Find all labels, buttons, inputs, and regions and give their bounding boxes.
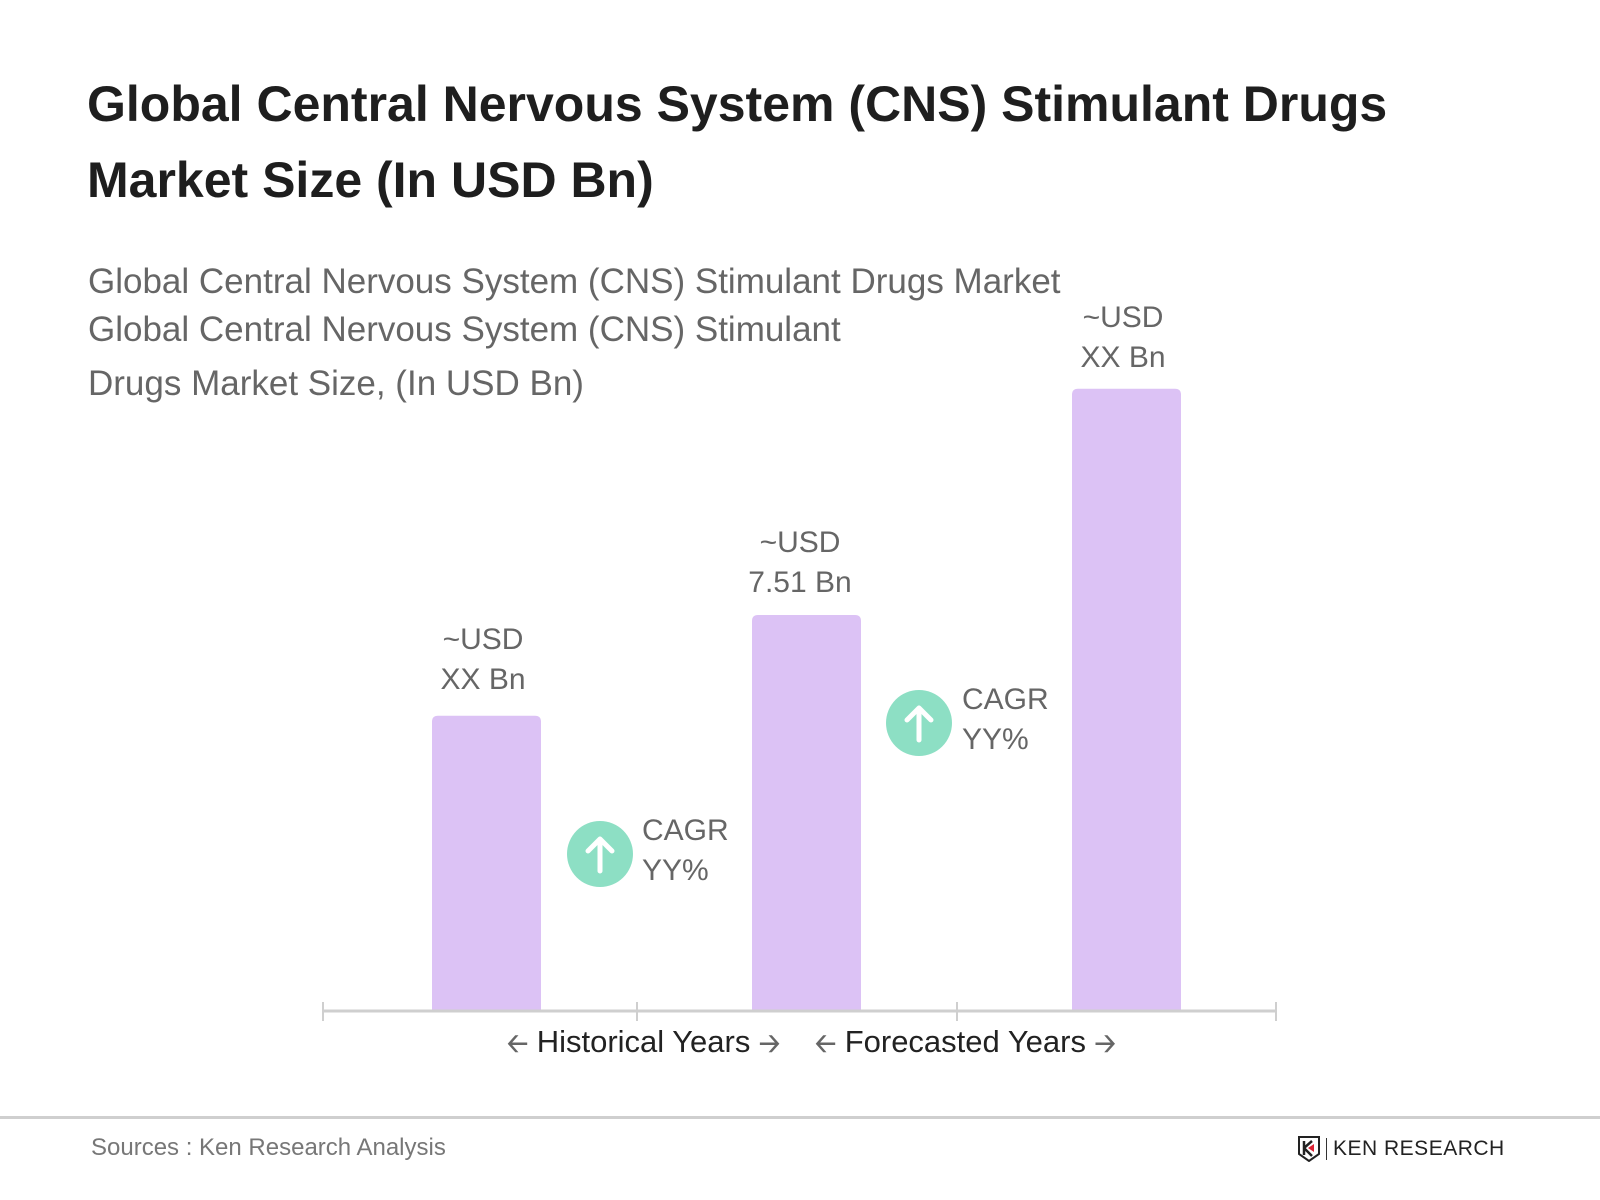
ken-research-logo: KEN RESEARCH [1298,1136,1505,1162]
bar-1 [432,715,541,1011]
footer-divider [0,1116,1600,1119]
arrow-right-icon: 🡢 [758,1028,781,1058]
forecasted-years-label: 🡠 Forecasted Years 🡢 [815,1024,1116,1059]
logo-shield-icon [1298,1136,1320,1162]
arrow-right-icon: 🡢 [1094,1028,1116,1058]
arrow-left-icon: 🡠 [815,1028,837,1058]
subtitle-line-2: Global Central Nervous System (CNS) Stim… [88,310,841,349]
cagr-label-1: CAGR YY% [642,814,729,887]
sources-text: Sources : Ken Research Analysis [91,1134,446,1161]
historical-years-label: 🡠 Historical Years 🡢 [507,1024,781,1059]
bar-3 [1072,388,1181,1011]
arrow-left-icon: 🡠 [507,1028,529,1058]
data-label-1: ~USD XX Bn [440,623,526,696]
data-label-2: ~USD 7.51 Bn [748,526,852,599]
data-label-3: ~USD XX Bn [1080,301,1166,374]
chart-title: Global Central Nervous System (CNS) Stim… [87,76,1388,208]
arrow-up-icon [585,836,615,874]
cagr-label-2: CAGR YY% [962,683,1049,756]
bar-2 [752,615,861,1011]
subtitle-line-3: Drugs Market Size, (In USD Bn) [88,364,584,403]
subtitle-line-1: Global Central Nervous System (CNS) Stim… [88,262,1061,301]
arrow-up-icon [904,705,934,743]
